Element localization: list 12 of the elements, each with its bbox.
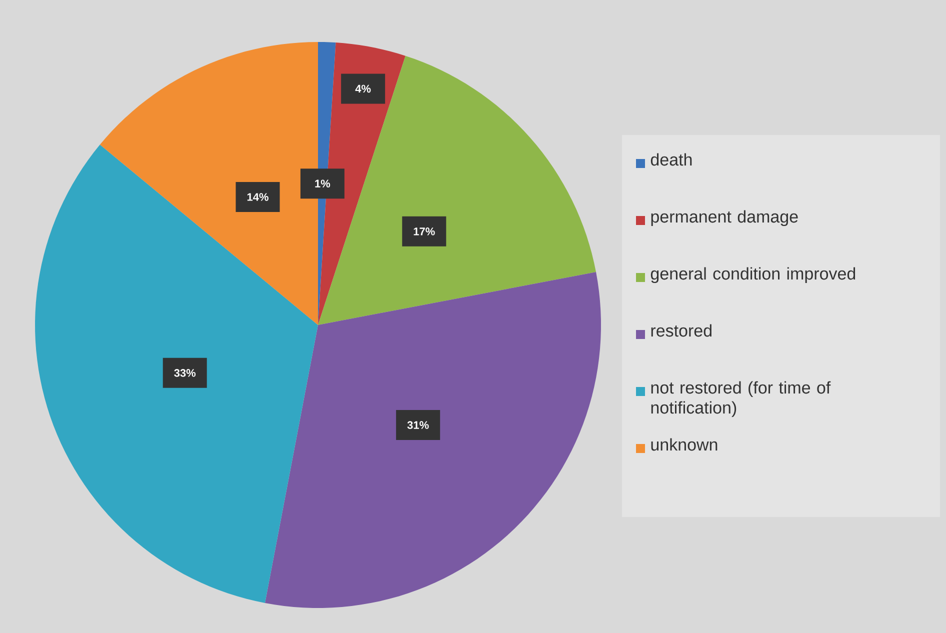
legend-label: restored	[651, 324, 712, 337]
legend-label: unknown	[651, 438, 718, 451]
data-label: 1%	[315, 180, 330, 188]
legend-label: general condition improved	[650, 267, 856, 284]
data-label: 4%	[355, 84, 371, 93]
data-label: 14%	[247, 193, 268, 201]
data-label: 17%	[414, 228, 435, 236]
legend-label: permanent damage	[651, 210, 798, 226]
legend-label: death	[650, 153, 692, 166]
data-label: 31%	[407, 421, 429, 429]
legend-label: not restored (for time of notification)	[651, 381, 831, 418]
data-label: 33%	[174, 369, 196, 377]
